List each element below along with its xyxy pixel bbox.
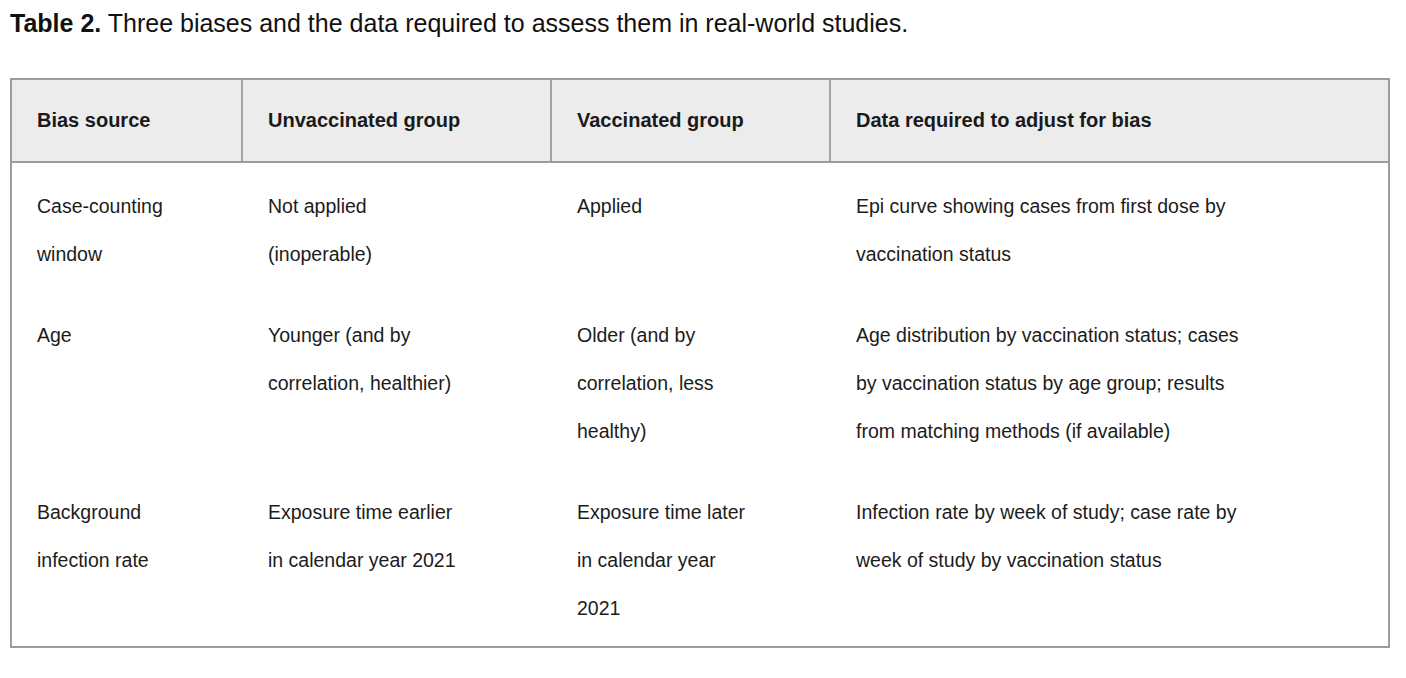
cell-data-required: Infection rate by week of study; case ra… [831,469,1388,646]
cell-data-required: Epi curve showing cases from first dose … [831,163,1388,292]
cell-unvaccinated-group: Younger (and by correlation, healthier) [243,292,552,469]
cell-unvaccinated-group: Not applied (inoperable) [243,163,552,292]
cell-vaccinated-group: Older (and by correlation, less healthy) [552,292,831,469]
table-caption-text: Three biases and the data required to as… [108,9,908,37]
cell-bias-source: Background infection rate [12,469,243,646]
table-row-case-counting-window: Case-counting window Not applied (inoper… [12,163,1388,292]
cell-bias-source: Case-counting window [12,163,243,292]
cell-unvaccinated-group: Exposure time earlier in calendar year 2… [243,469,552,646]
header-cell-vaccinated-group: Vaccinated group [552,80,831,161]
table-caption: Table 2. Three biases and the data requi… [10,7,1396,39]
cell-bias-source: Age [12,292,243,469]
table-caption-label: Table 2. [10,9,101,37]
cell-vaccinated-group: Applied [552,163,831,292]
table-body: Case-counting window Not applied (inoper… [12,163,1388,646]
header-cell-data-required: Data required to adjust for bias [831,80,1388,161]
page: Table 2. Three biases and the data requi… [0,7,1406,648]
cell-vaccinated-group: Exposure time later in calendar year 202… [552,469,831,646]
table-row-age: Age Younger (and by correlation, healthi… [12,292,1388,469]
header-cell-bias-source: Bias source [12,80,243,161]
table-row-background-infection-rate: Background infection rate Exposure time … [12,469,1388,646]
header-cell-unvaccinated-group: Unvaccinated group [243,80,552,161]
cell-data-required: Age distribution by vaccination status; … [831,292,1388,469]
bias-table: Bias source Unvaccinated group Vaccinate… [10,78,1390,648]
table-header-row: Bias source Unvaccinated group Vaccinate… [12,80,1388,163]
